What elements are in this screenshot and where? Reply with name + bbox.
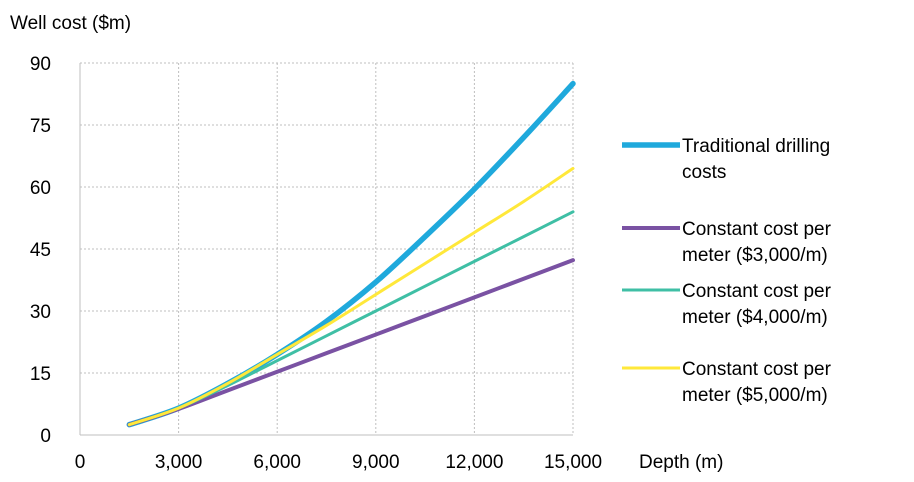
y-tick-label: 90 <box>30 54 51 75</box>
legend: Traditional drilling costs Constant cost p… <box>622 136 832 406</box>
legend-label: meter ($4,000/m) <box>682 307 828 328</box>
legend-label: Constant cost per <box>682 281 832 302</box>
x-tick-label: 3,000 <box>155 452 203 473</box>
series-cost-4000-per-m <box>129 212 573 425</box>
y-tick-label: 30 <box>30 302 51 323</box>
y-tick-label: 45 <box>30 240 51 261</box>
axis-layer: 0 3,000 6,000 9,000 12,000 15,000 0 15 30 45 60 75 9… <box>30 54 602 473</box>
y-tick-label: 15 <box>30 364 51 385</box>
x-tick-label: 12,000 <box>445 452 503 473</box>
legend-label: Constant cost per <box>682 219 832 240</box>
x-tick-label: 0 <box>75 452 86 473</box>
legend-label: meter ($5,000/m) <box>682 385 828 406</box>
y-tick-label: 75 <box>30 116 51 137</box>
series-traditional-drilling-costs <box>129 84 573 425</box>
series-layer <box>129 84 573 425</box>
x-tick-label: 15,000 <box>544 452 602 473</box>
y-axis-title: Well cost ($m) <box>10 13 131 34</box>
y-tick-label: 0 <box>40 426 51 447</box>
x-axis-title: Depth (m) <box>639 452 723 473</box>
y-tick-label: 60 <box>30 178 51 199</box>
x-tick-label: 9,000 <box>352 452 400 473</box>
legend-label: costs <box>682 162 726 183</box>
legend-label: meter ($3,000/m) <box>682 245 828 266</box>
series-cost-5000-per-m <box>129 168 573 424</box>
legend-label: Constant cost per <box>682 359 832 380</box>
legend-label: Traditional drilling <box>682 136 830 157</box>
x-tick-label: 6,000 <box>253 452 301 473</box>
